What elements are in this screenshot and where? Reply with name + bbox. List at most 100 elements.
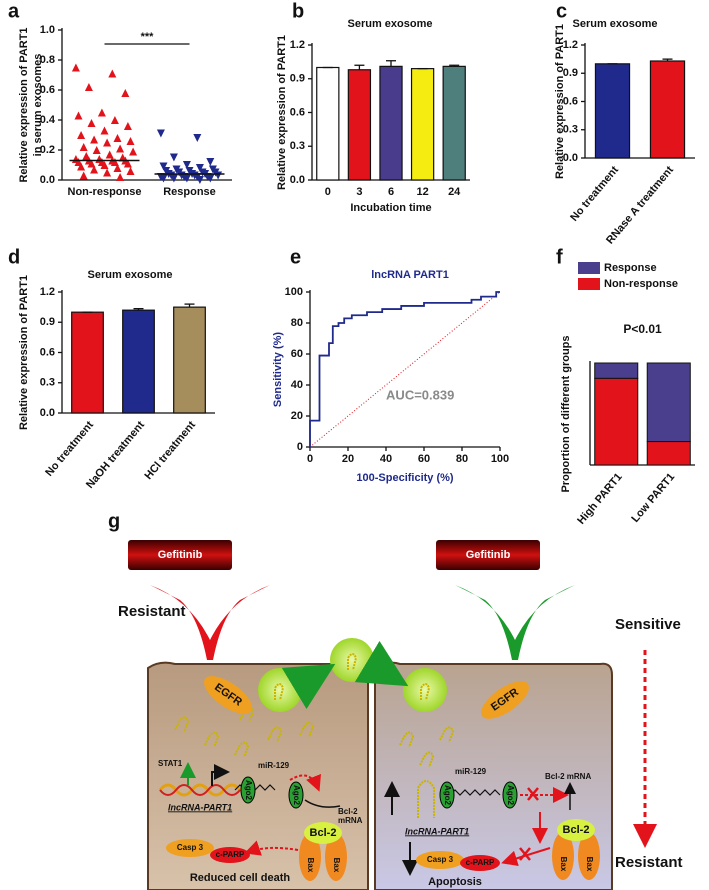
point (103, 168, 112, 177)
bax-label: Bax (585, 857, 594, 872)
x-tick-label: 40 (380, 453, 392, 465)
y-tick-label: 0.3 (290, 140, 305, 152)
bax (552, 832, 574, 880)
point (206, 158, 215, 166)
x-tick-label: 0 (325, 186, 331, 198)
x-tick-label: 20 (342, 453, 354, 465)
chart-title: Serum exosome (88, 269, 173, 281)
dna (159, 784, 241, 796)
point (206, 174, 215, 183)
y-axis-label: Relative expression of PART1 (18, 27, 30, 182)
point (74, 111, 83, 120)
bar-segment (594, 362, 639, 379)
point (100, 126, 109, 135)
ago2 (288, 781, 304, 809)
drug-box (128, 540, 232, 570)
bcl2-label: Bcl-2 (310, 827, 337, 839)
point (110, 116, 119, 124)
flow-arrow (354, 640, 409, 687)
y-tick-label: 0.6 (290, 106, 305, 118)
annotation: AUC=0.839 (386, 387, 454, 402)
y-tick-label: 0.0 (290, 174, 305, 186)
point (126, 137, 135, 145)
arrow (244, 840, 299, 856)
red-arrow (150, 585, 270, 660)
mrna-label: Bcl-2 (338, 807, 358, 816)
egfr (481, 681, 529, 719)
panel-label: a (8, 0, 20, 22)
x-tick-label: 3 (356, 186, 362, 198)
panel-label: f (556, 246, 563, 268)
y-tick-label: 0.6 (40, 346, 55, 358)
parp-label: c-PARP (216, 850, 245, 859)
point (87, 119, 96, 127)
arrow (289, 773, 321, 792)
lncrna-label: lncRNA-PART1 (405, 826, 469, 836)
point (159, 174, 168, 183)
panel-label: e (290, 246, 301, 268)
ago2 (240, 776, 256, 804)
x-tick-label: Response (163, 186, 216, 198)
y-tick-label: 0.0 (40, 407, 55, 419)
casp3-label: Casp 3 (427, 855, 454, 864)
x-axis-label: Incubation time (350, 202, 431, 214)
y-tick-label: 0.2 (40, 144, 55, 156)
casp3-label: Casp 3 (177, 843, 204, 852)
point (97, 108, 106, 117)
outcome: Reduced cell death (190, 872, 291, 884)
y-tick-label: 0.4 (40, 114, 56, 126)
arrow (501, 847, 551, 867)
dna (158, 783, 242, 797)
flow-arrow (281, 663, 336, 710)
panel-label: g (108, 510, 120, 532)
drug-label: Gefitinib (466, 549, 511, 561)
bcl2 (557, 819, 595, 841)
bax (578, 832, 600, 880)
point (79, 143, 88, 151)
annotation: P<0.01 (623, 322, 662, 336)
bax-label: Bax (332, 858, 341, 873)
point (182, 174, 191, 183)
state-label: Resistant (118, 603, 186, 620)
point (103, 138, 112, 147)
bax-label: Bax (306, 858, 315, 873)
point (169, 153, 178, 162)
point (87, 159, 96, 168)
ago2-label: Ago2 (506, 785, 515, 806)
y-tick-label: 0.8 (40, 54, 55, 66)
exosome (258, 668, 302, 712)
x-tick-label: HCl treatment (142, 419, 198, 482)
y-tick-label: 60 (291, 348, 303, 360)
y-tick-label: 0.3 (40, 377, 55, 389)
point (77, 162, 86, 171)
y-tick-label: 1.2 (563, 39, 578, 51)
stat1-label: STAT1 (158, 759, 183, 768)
block (519, 847, 531, 861)
bax (325, 833, 347, 881)
y-tick-label: 0.9 (40, 316, 55, 328)
y-tick-label: 1.2 (40, 286, 55, 298)
y-axis-label: Relative expression of PART1 (18, 275, 30, 430)
bar (649, 60, 686, 159)
point (90, 165, 99, 174)
panel-label: c (556, 0, 567, 22)
point (182, 161, 191, 169)
y-tick-label: 1.2 (290, 39, 305, 51)
exosome (330, 638, 374, 682)
casp3 (166, 839, 214, 857)
parp (460, 855, 500, 871)
mrna-label: mRNA (338, 816, 363, 825)
point (156, 129, 165, 138)
reference-line (309, 291, 501, 448)
point (105, 150, 114, 159)
y-tick-label: 0.6 (40, 84, 55, 96)
bar (410, 68, 435, 181)
bax-label: Bax (559, 857, 568, 872)
point (121, 89, 130, 97)
mrna-label: Bcl-2 mRNA (545, 772, 591, 781)
green-arrow (455, 585, 575, 660)
arrow (211, 764, 230, 786)
egfr (204, 676, 252, 714)
